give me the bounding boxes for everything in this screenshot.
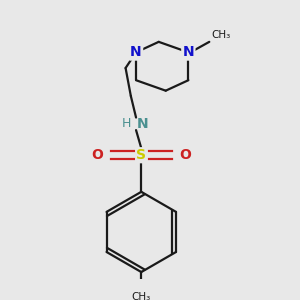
Text: N: N <box>137 117 148 131</box>
Text: H: H <box>122 117 131 130</box>
Text: N: N <box>183 45 194 59</box>
Text: CH₃: CH₃ <box>211 30 230 40</box>
Text: O: O <box>180 148 191 162</box>
Text: N: N <box>130 45 142 59</box>
Text: O: O <box>91 148 103 162</box>
Text: S: S <box>136 148 146 162</box>
Text: CH₃: CH₃ <box>132 292 151 300</box>
